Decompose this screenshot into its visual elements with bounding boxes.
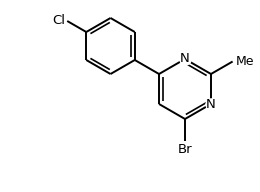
Text: Me: Me — [236, 55, 254, 68]
Text: Cl: Cl — [52, 15, 65, 27]
Text: N: N — [206, 98, 216, 111]
Text: N: N — [180, 52, 190, 65]
Text: Br: Br — [178, 143, 192, 156]
